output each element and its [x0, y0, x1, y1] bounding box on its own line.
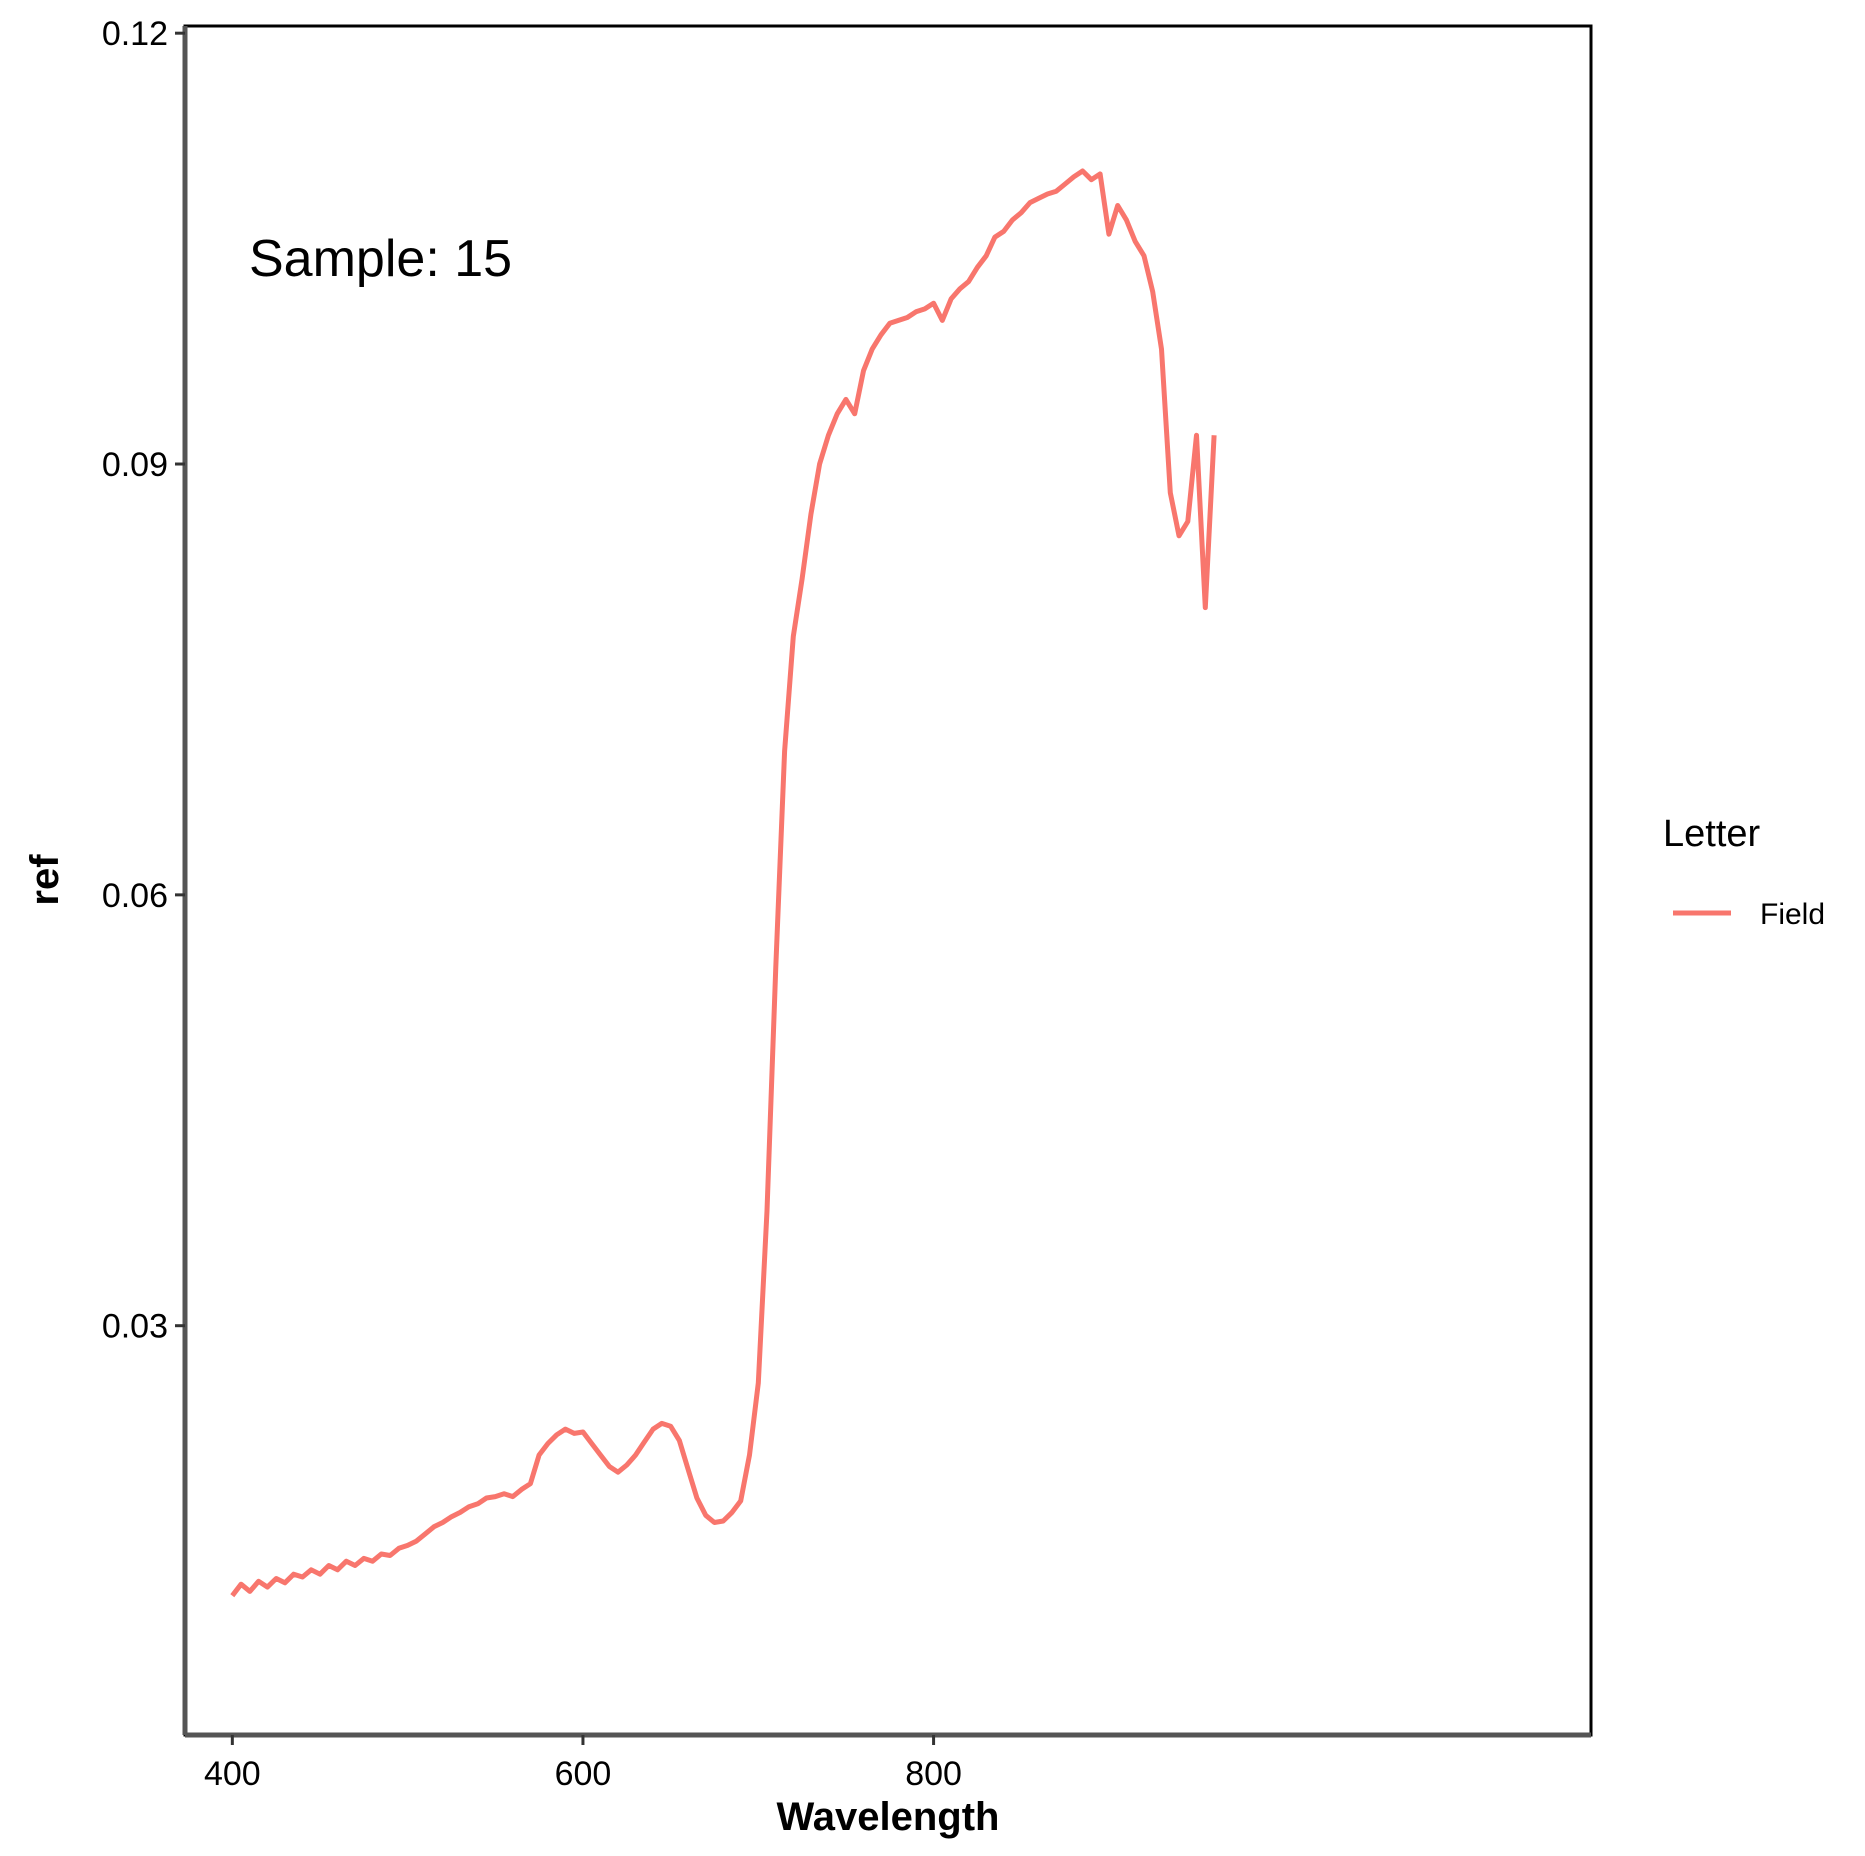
sample-annotation: Sample: 15: [249, 230, 512, 288]
legend-title: Letter: [1663, 813, 1761, 855]
x-ticks: 400 600 800: [204, 1735, 962, 1793]
x-tick-label: 600: [555, 1755, 612, 1793]
legend: Letter Field: [1663, 813, 1825, 931]
x-tick-label: 800: [905, 1755, 962, 1793]
y-ticks: 0.03 0.06 0.09 0.12: [102, 15, 185, 1346]
legend-label-field: Field: [1760, 898, 1825, 931]
x-axis-title: Wavelength: [777, 1795, 1000, 1839]
series-line-field: [230, 168, 1217, 1598]
y-tick-label: 0.03: [102, 1308, 168, 1346]
y-tick-label: 0.09: [102, 446, 168, 484]
y-tick-label: 0.06: [102, 877, 168, 915]
x-tick-label: 400: [204, 1755, 261, 1793]
plot-background: [183, 24, 1593, 1737]
series-layer: [230, 168, 1217, 1598]
y-tick-label: 0.12: [102, 15, 168, 53]
y-axis-title: ref: [23, 854, 67, 906]
